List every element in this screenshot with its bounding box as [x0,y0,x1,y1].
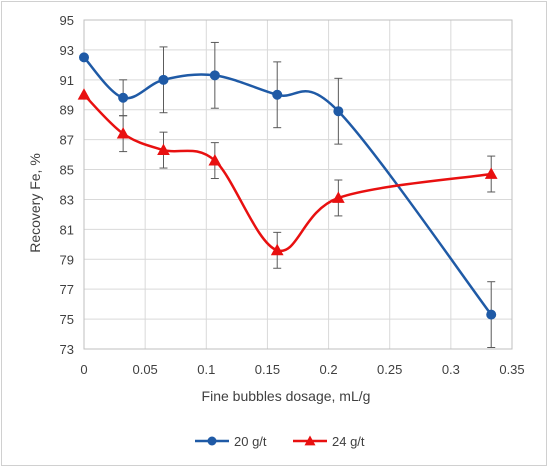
x-tick-label: 0.15 [255,362,280,377]
y-tick-label: 95 [60,13,74,28]
y-tick-label: 85 [60,163,74,178]
y-tick-label: 87 [60,133,74,148]
y-tick-label: 81 [60,222,74,237]
data-point [157,143,170,156]
y-axis-title: Recovery Fe, % [27,153,43,253]
x-tick-label: 0 [80,362,87,377]
legend-label-20gt: 20 g/t [234,434,267,449]
x-tick-label: 0.05 [132,362,157,377]
data-point [77,88,91,100]
x-axis-title: Fine bubbles dosage, mL/g [202,388,371,404]
x-tick-label: 0.1 [197,362,215,377]
y-tick-label: 89 [60,103,74,118]
series-0 [79,41,497,349]
legend-item-24gt: 24 g/t [293,434,365,449]
x-tick-label: 0.25 [377,362,402,377]
legend-label-24gt: 24 g/t [332,434,365,449]
data-point [118,92,129,103]
x-tick-label: 0.35 [499,362,524,377]
y-tick-label: 75 [60,312,74,327]
grid [83,19,513,350]
data-point [79,52,89,63]
data-point [486,309,497,320]
data-point [270,243,284,256]
data-point [158,74,169,85]
y-tick-label: 91 [60,73,74,88]
data-point [116,127,130,139]
data-point [208,154,222,166]
y-tick-label: 83 [60,192,74,207]
data-point [209,70,220,81]
legend-marker-20gt [207,436,217,446]
legend-item-20gt: 20 g/t [195,434,267,449]
legend-marker-24gt [304,435,316,446]
y-tick-label: 93 [60,43,74,58]
data-point [484,167,498,179]
series-layer [77,41,498,349]
y-tick-labels: 73 75 77 79 81 83 85 87 89 91 93 95 [60,13,74,357]
x-tick-label: 0.3 [442,362,460,377]
x-tick-label: 0.2 [320,362,338,377]
y-tick-label: 77 [60,282,74,297]
data-point [272,89,283,100]
y-tick-label: 73 [60,342,74,357]
legend: 20 g/t 24 g/t [195,434,365,449]
series-1 [77,88,498,269]
y-tick-label: 79 [60,252,74,267]
plot-area [83,19,513,350]
x-tick-labels: 0 0.05 0.1 0.15 0.2 0.25 0.3 0.35 [80,362,524,377]
data-point [332,191,345,203]
data-point [333,106,344,117]
